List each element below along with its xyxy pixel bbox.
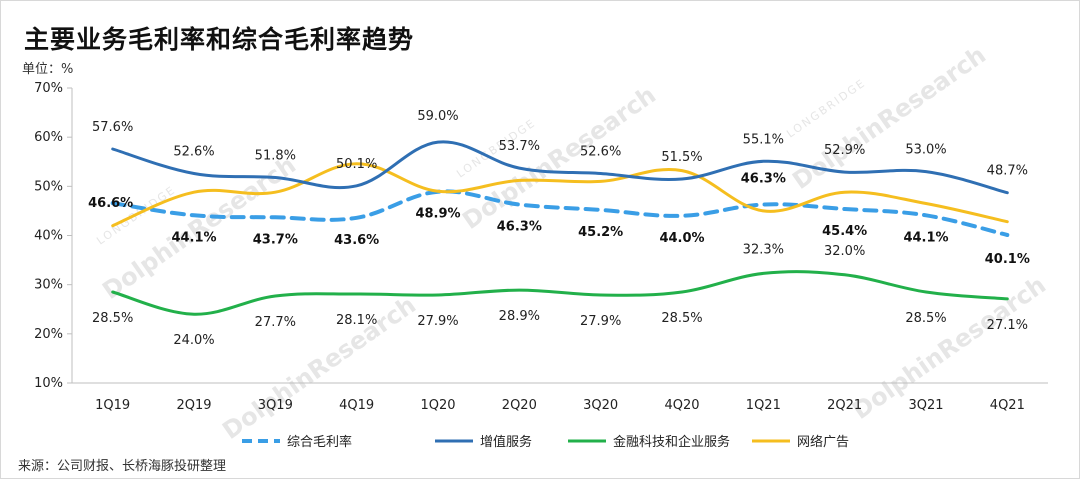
data-label: 51.8% [255,148,296,163]
x-tick-label: 1Q20 [420,398,455,413]
x-tick-label: 2Q21 [827,398,862,413]
watermark-text: DolphinResearch [217,291,421,445]
data-label: 27.1% [987,318,1028,333]
data-label: 28.5% [905,311,946,326]
data-label: 24.0% [173,333,214,348]
series-line [111,270,1009,316]
series-lines [110,140,1010,316]
x-tick-label: 4Q20 [664,398,699,413]
data-labels: 46.6% 44.1% 43.7% 43.6% 48.9% 46.3% 45.2% 44.0%… [88,109,1030,348]
data-label: 52.6% [580,145,621,160]
data-label: 45.4% [822,224,867,239]
chart-title: 主要业务毛利率和综合毛利率趋势 [24,25,415,54]
x-tick-label: 3Q20 [583,398,618,413]
data-label: 52.6% [173,145,214,160]
data-label: 27.9% [417,314,458,329]
data-label: 27.7% [255,315,296,330]
x-tick-label: 1Q19 [95,398,130,413]
y-tick-label: 40% [34,229,63,244]
data-label: 57.6% [92,120,133,135]
data-label: 44.1% [903,230,948,245]
source-note: 来源：公司财报、长桥海豚投研整理 [18,459,227,474]
legend-label: 增值服务 [480,434,532,450]
legend-label: 综合毛利率 [287,434,352,450]
x-tick-label: 3Q21 [908,398,943,413]
data-label: 50.1% [336,157,377,172]
x-tick-label: 2Q20 [502,398,537,413]
axes: 10% 20% 30% 40% 50% 60% 70% 1Q19 2Q19 3Q19 4Q19 1Q2… [34,81,1048,413]
legend-label: 网络广告 [797,434,849,450]
data-label: 32.3% [743,242,784,257]
data-label: 40.1% [985,252,1030,267]
unit-label: 单位：% [22,62,74,77]
y-tick-label: 30% [34,278,63,293]
data-label: 53.7% [499,139,540,154]
data-label: 59.0% [417,109,458,124]
data-label: 43.7% [253,232,298,247]
y-tick-label: 50% [34,179,63,194]
x-tick-label: 4Q21 [990,398,1025,413]
data-label: 28.9% [499,309,540,324]
data-label: 48.7% [987,164,1028,179]
x-tick-label: 4Q19 [339,398,374,413]
series-line [111,140,1009,195]
series-line [111,162,1009,228]
legend: 综合毛利率 增值服务 金融科技和企业服务 网络广告 [242,434,849,450]
data-label: 27.9% [580,314,621,329]
legend-label: 金融科技和企业服务 [613,434,730,450]
y-tick-label: 20% [34,327,63,342]
data-label: 52.9% [824,143,865,158]
data-label: 28.1% [336,313,377,328]
y-tick-label: 10% [34,376,63,391]
data-label: 51.5% [661,150,702,165]
data-label: 44.0% [659,231,704,246]
y-tick-label: 60% [34,130,63,145]
data-label: 43.6% [334,233,379,248]
data-label: 46.6% [88,196,133,211]
series-line [110,189,1010,237]
x-tick-label: 2Q19 [176,398,211,413]
data-label: 28.5% [92,311,133,326]
data-label: 44.1% [171,230,216,245]
data-label: 28.5% [661,311,702,326]
x-tick-label: 3Q19 [258,398,293,413]
data-label: 32.0% [824,244,865,259]
data-label: 46.3% [497,220,542,235]
data-label: 55.1% [743,132,784,147]
data-label: 46.3% [741,172,786,187]
data-label: 48.9% [415,207,460,222]
y-tick-label: 70% [34,81,63,96]
data-label: 45.2% [578,225,623,240]
data-label: 53.0% [905,143,946,158]
x-tick-label: 1Q21 [746,398,781,413]
